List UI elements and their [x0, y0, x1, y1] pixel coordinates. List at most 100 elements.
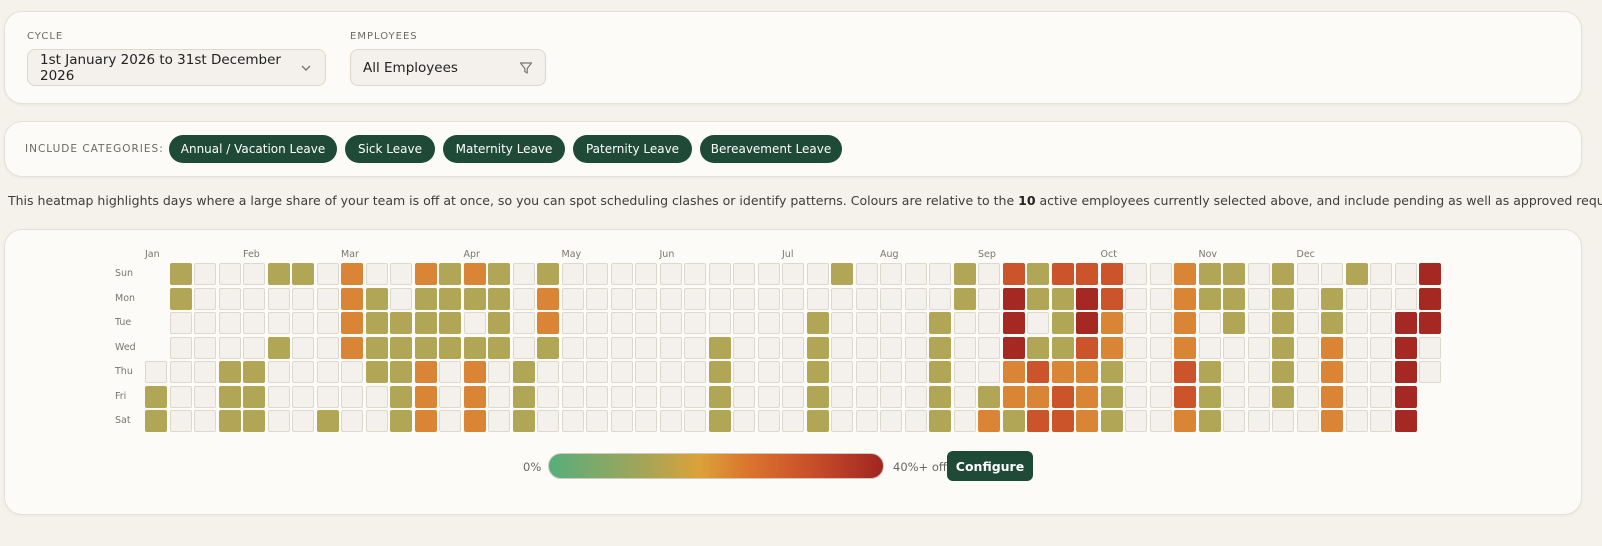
heatmap-day-cell[interactable]	[1002, 410, 1025, 432]
heatmap-day-cell[interactable]	[365, 336, 388, 359]
heatmap-day-cell[interactable]	[1394, 312, 1417, 334]
heatmap-day-cell[interactable]	[635, 263, 657, 285]
heatmap-day-cell[interactable]	[1051, 361, 1074, 383]
heatmap-day-cell[interactable]	[1051, 336, 1074, 359]
heatmap-day-cell[interactable]	[316, 410, 339, 432]
heatmap-day-cell[interactable]	[292, 287, 314, 310]
heatmap-day-cell[interactable]	[831, 361, 853, 383]
heatmap-day-cell[interactable]	[194, 336, 216, 359]
heatmap-day-cell[interactable]	[267, 336, 290, 359]
heatmap-day-cell[interactable]	[1149, 263, 1172, 285]
heatmap-day-cell[interactable]	[1174, 361, 1196, 383]
heatmap-day-cell[interactable]	[1419, 287, 1441, 310]
heatmap-day-cell[interactable]	[316, 385, 339, 408]
heatmap-day-cell[interactable]	[757, 361, 780, 383]
heatmap-day-cell[interactable]	[684, 410, 706, 432]
category-paternity-leave[interactable]: Paternity Leave	[573, 135, 692, 163]
heatmap-day-cell[interactable]	[1223, 336, 1245, 359]
heatmap-day-cell[interactable]	[1394, 385, 1417, 408]
heatmap-day-cell[interactable]	[978, 336, 1000, 359]
heatmap-day-cell[interactable]	[1002, 263, 1025, 285]
heatmap-day-cell[interactable]	[218, 287, 241, 310]
heatmap-day-cell[interactable]	[757, 287, 780, 310]
heatmap-day-cell[interactable]	[512, 263, 535, 285]
heatmap-day-cell[interactable]	[1247, 410, 1270, 432]
heatmap-day-cell[interactable]	[1247, 287, 1270, 310]
heatmap-day-cell[interactable]	[1125, 287, 1147, 310]
heatmap-day-cell[interactable]	[659, 312, 682, 334]
category-bereavement-leave[interactable]: Bereavement Leave	[700, 135, 842, 163]
heatmap-day-cell[interactable]	[1174, 312, 1196, 334]
heatmap-day-cell[interactable]	[1247, 385, 1270, 408]
category-annual-vacation-leave[interactable]: Annual / Vacation Leave	[169, 135, 337, 163]
heatmap-day-cell[interactable]	[1149, 312, 1172, 334]
heatmap-day-cell[interactable]	[1076, 361, 1098, 383]
heatmap-day-cell[interactable]	[659, 336, 682, 359]
heatmap-day-cell[interactable]	[267, 361, 290, 383]
heatmap-day-cell[interactable]	[1321, 385, 1343, 408]
heatmap-day-cell[interactable]	[1051, 385, 1074, 408]
heatmap-day-cell[interactable]	[1051, 263, 1074, 285]
heatmap-day-cell[interactable]	[831, 410, 853, 432]
heatmap-day-cell[interactable]	[341, 312, 363, 334]
heatmap-day-cell[interactable]	[463, 287, 486, 310]
heatmap-day-cell[interactable]	[561, 361, 584, 383]
heatmap-day-cell[interactable]	[782, 287, 804, 310]
heatmap-day-cell[interactable]	[806, 410, 829, 432]
heatmap-day-cell[interactable]	[194, 287, 216, 310]
heatmap-day-cell[interactable]	[1027, 385, 1049, 408]
heatmap-day-cell[interactable]	[978, 263, 1000, 285]
heatmap-day-cell[interactable]	[953, 361, 976, 383]
heatmap-day-cell[interactable]	[1272, 410, 1294, 432]
heatmap-day-cell[interactable]	[929, 263, 951, 285]
heatmap-day-cell[interactable]	[855, 312, 878, 334]
heatmap-day-cell[interactable]	[1321, 312, 1343, 334]
heatmap-day-cell[interactable]	[610, 312, 633, 334]
heatmap-day-cell[interactable]	[1002, 336, 1025, 359]
heatmap-day-cell[interactable]	[1223, 410, 1245, 432]
heatmap-day-cell[interactable]	[1051, 287, 1074, 310]
heatmap-day-cell[interactable]	[880, 410, 902, 432]
heatmap-day-cell[interactable]	[341, 336, 363, 359]
heatmap-day-cell[interactable]	[561, 287, 584, 310]
heatmap-day-cell[interactable]	[1223, 361, 1245, 383]
heatmap-day-cell[interactable]	[316, 361, 339, 383]
heatmap-day-cell[interactable]	[708, 287, 731, 310]
heatmap-day-cell[interactable]	[806, 385, 829, 408]
heatmap-day-cell[interactable]	[561, 312, 584, 334]
heatmap-day-cell[interactable]	[586, 263, 608, 285]
heatmap-day-cell[interactable]	[1051, 410, 1074, 432]
heatmap-day-cell[interactable]	[243, 312, 265, 334]
heatmap-day-cell[interactable]	[708, 361, 731, 383]
heatmap-day-cell[interactable]	[1125, 312, 1147, 334]
heatmap-day-cell[interactable]	[610, 336, 633, 359]
heatmap-day-cell[interactable]	[218, 410, 241, 432]
heatmap-day-cell[interactable]	[267, 287, 290, 310]
heatmap-day-cell[interactable]	[708, 385, 731, 408]
heatmap-day-cell[interactable]	[953, 336, 976, 359]
heatmap-day-cell[interactable]	[904, 410, 927, 432]
heatmap-day-cell[interactable]	[243, 287, 265, 310]
heatmap-day-cell[interactable]	[757, 410, 780, 432]
heatmap-day-cell[interactable]	[782, 410, 804, 432]
heatmap-day-cell[interactable]	[635, 287, 657, 310]
heatmap-day-cell[interactable]	[1076, 336, 1098, 359]
heatmap-day-cell[interactable]	[978, 312, 1000, 334]
heatmap-day-cell[interactable]	[1174, 385, 1196, 408]
heatmap-day-cell[interactable]	[1149, 385, 1172, 408]
heatmap-day-cell[interactable]	[904, 263, 927, 285]
heatmap-day-cell[interactable]	[488, 410, 510, 432]
heatmap-day-cell[interactable]	[439, 263, 461, 285]
heatmap-day-cell[interactable]	[1125, 361, 1147, 383]
heatmap-day-cell[interactable]	[463, 361, 486, 383]
heatmap-day-cell[interactable]	[561, 385, 584, 408]
heatmap-day-cell[interactable]	[194, 361, 216, 383]
heatmap-day-cell[interactable]	[806, 312, 829, 334]
heatmap-day-cell[interactable]	[855, 336, 878, 359]
configure-button[interactable]: Configure	[947, 451, 1033, 481]
heatmap-day-cell[interactable]	[1076, 385, 1098, 408]
heatmap-day-cell[interactable]	[316, 263, 339, 285]
heatmap-day-cell[interactable]	[316, 287, 339, 310]
heatmap-day-cell[interactable]	[880, 263, 902, 285]
heatmap-day-cell[interactable]	[929, 361, 951, 383]
